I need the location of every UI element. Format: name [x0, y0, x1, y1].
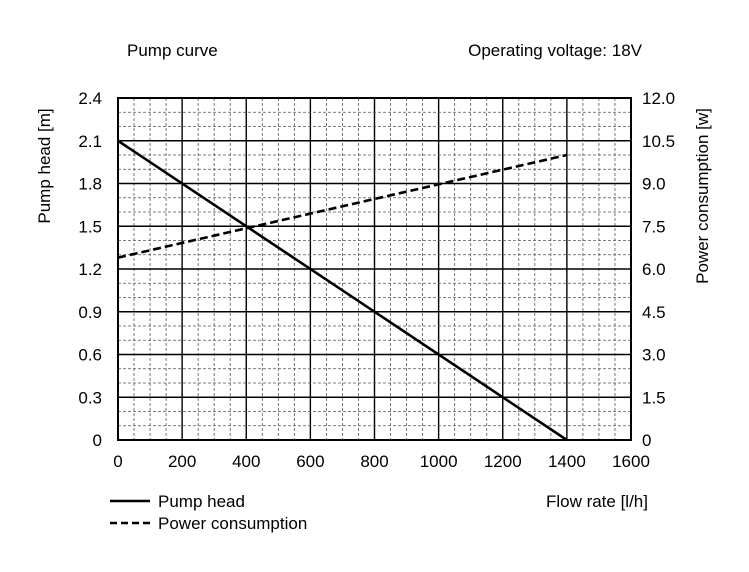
y2-tick-label: 10.5	[642, 132, 675, 151]
y2-tick-label: 12.0	[642, 89, 675, 108]
y-tick-label: 0	[93, 431, 102, 450]
x-tick-label: 1600	[612, 452, 650, 471]
y-tick-label: 1.8	[78, 175, 102, 194]
plot-frame	[117, 97, 632, 441]
y2-tick-label: 0	[642, 431, 651, 450]
chart-title: Pump curve	[127, 41, 218, 60]
x-tick-label: 600	[296, 452, 324, 471]
y-tick-label: 1.5	[78, 217, 102, 236]
tick-labels: 0 200 400 600 800 1000 1200 1400 1600 0 0.3 0.6 0.9 1…	[78, 89, 675, 471]
x-axis-label: Flow rate [l/h]	[546, 492, 648, 511]
y-tick-label: 0.3	[78, 388, 102, 407]
y-tick-label: 0.6	[78, 346, 102, 365]
legend-label-power-consumption: Power consumption	[158, 514, 307, 533]
y-tick-label: 1.2	[78, 260, 102, 279]
x-tick-label: 1000	[420, 452, 458, 471]
y-tick-label: 2.4	[78, 89, 102, 108]
series-line-pump-head	[117, 139, 568, 442]
legend: Pump head Power consumption	[110, 492, 307, 533]
series-layer	[117, 139, 568, 442]
y2-tick-label: 3.0	[642, 346, 666, 365]
x-tick-label: 800	[360, 452, 388, 471]
y2-tick-label: 7.5	[642, 217, 666, 236]
y2-tick-label: 6.0	[642, 260, 666, 279]
y2-axis-label: Power consumption [w]	[693, 108, 712, 284]
y-axis-label: Pump head [m]	[35, 108, 54, 223]
series-line-power-consumption	[117, 153, 568, 259]
x-tick-label: 400	[232, 452, 260, 471]
y2-tick-label: 1.5	[642, 388, 666, 407]
x-tick-label: 200	[168, 452, 196, 471]
grid	[118, 98, 631, 440]
y2-tick-label: 4.5	[642, 303, 666, 322]
y-tick-label: 0.9	[78, 303, 102, 322]
y-tick-label: 2.1	[78, 132, 102, 151]
chart-subtitle: Operating voltage: 18V	[468, 41, 643, 60]
legend-label-pump-head: Pump head	[158, 492, 245, 511]
x-tick-label: 1400	[548, 452, 586, 471]
x-tick-label: 1200	[484, 452, 522, 471]
y2-tick-label: 9.0	[642, 175, 666, 194]
x-tick-label: 0	[113, 452, 122, 471]
